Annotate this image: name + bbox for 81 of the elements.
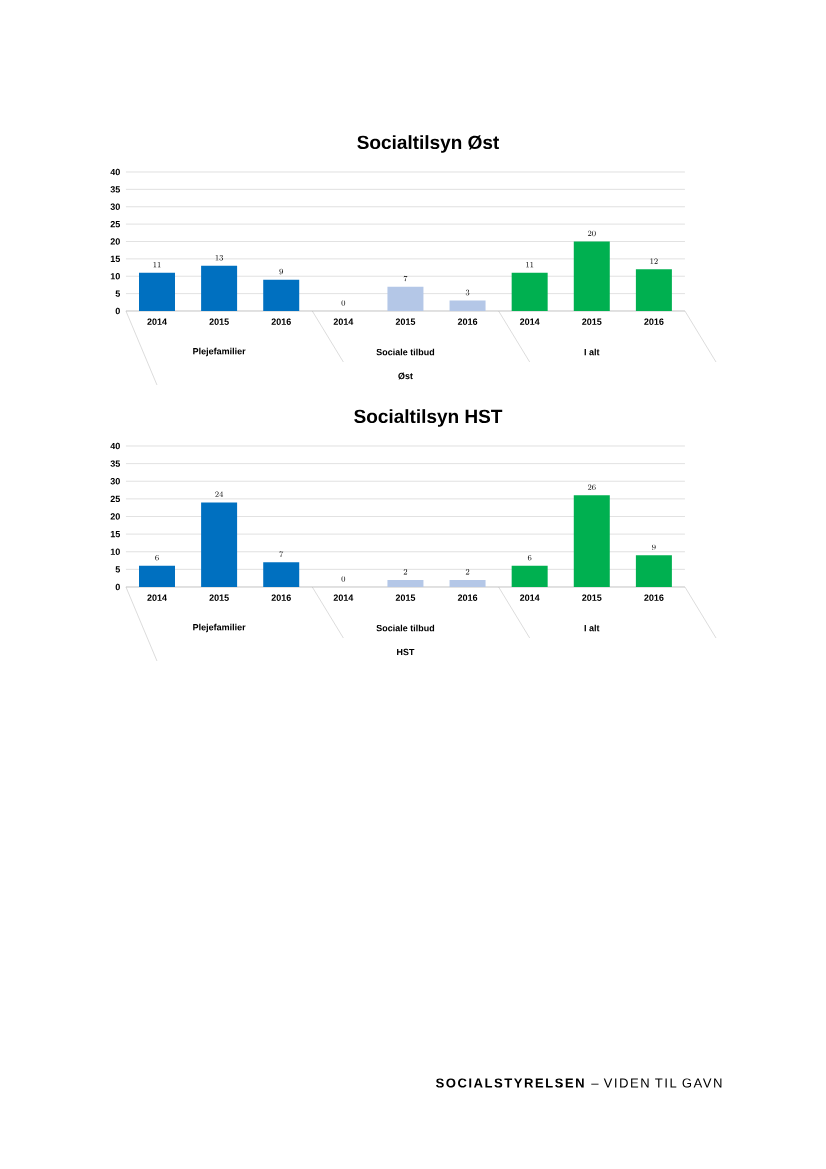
y-tick-label: 10 — [110, 273, 120, 280]
bar — [635, 555, 672, 587]
data-label: 20 — [587, 230, 596, 237]
x-tick-label: 2016 — [271, 594, 291, 601]
data-label: 7 — [403, 275, 408, 282]
y-tick-label: 5 — [115, 290, 121, 297]
y-tick-label: 35 — [110, 460, 121, 467]
x-tick-label: 2015 — [209, 594, 229, 601]
text: Plejefamilier — [193, 623, 246, 633]
text: I alt — [584, 348, 600, 356]
x-tick-label: 2015 — [395, 318, 416, 325]
x-tick-label: 2015 — [582, 594, 602, 601]
data-label: 26 — [587, 484, 596, 490]
bar — [511, 565, 548, 587]
x-tick-label: 2014 — [333, 594, 354, 601]
bar — [263, 562, 300, 587]
x-tick-label: 2014 — [333, 318, 354, 325]
data-label: 6 — [527, 554, 532, 561]
data-label: 2 — [465, 569, 470, 575]
data-label: 12 — [650, 258, 658, 264]
x-axis-title: Øst — [398, 372, 413, 380]
x-tick-label: 2016 — [457, 594, 478, 601]
y-tick-label: 0 — [115, 583, 120, 591]
bar — [387, 579, 424, 587]
x-tick-label: 2015 — [395, 594, 416, 601]
y-tick-label: 15 — [110, 530, 121, 538]
x-tick-label: 2016 — [644, 594, 664, 601]
bar — [201, 265, 238, 311]
bar — [573, 495, 610, 587]
x-tick-label: 2014 — [147, 318, 167, 325]
data-label: 24 — [215, 491, 224, 497]
data-label: 11 — [153, 261, 161, 268]
data-label: 11 — [526, 261, 534, 268]
y-tick-label: 35 — [110, 186, 121, 193]
x-tick-label: 2014 — [519, 318, 540, 325]
y-tick-label: 25 — [110, 495, 121, 503]
chart-title: Socialtilsyn HST — [354, 409, 503, 427]
x-tick-label: 2016 — [457, 318, 478, 325]
bar — [139, 272, 175, 311]
text: Plejefamilier — [193, 347, 246, 357]
y-tick-label: 20 — [110, 513, 120, 520]
x-tick-label: 2014 — [147, 594, 167, 601]
data-label: 9 — [652, 544, 656, 550]
bar — [511, 272, 548, 311]
bar — [449, 579, 486, 587]
data-label: 13 — [215, 254, 223, 261]
bar — [573, 241, 610, 311]
chart-title: Socialtilsyn Øst — [357, 135, 500, 153]
text: Sociale tilbud — [376, 624, 435, 632]
bar — [449, 300, 486, 311]
x-tick-label: 2015 — [209, 318, 229, 325]
bar — [263, 279, 300, 311]
y-tick-label: 5 — [115, 566, 121, 573]
y-tick-label: 25 — [110, 220, 121, 228]
data-label: 0 — [341, 300, 346, 306]
bar — [387, 286, 424, 311]
y-tick-label: 15 — [110, 255, 121, 263]
data-label: 3 — [465, 289, 470, 296]
y-tick-label: 30 — [110, 478, 120, 485]
text: Sociale tilbud — [376, 348, 435, 356]
x-axis-title: HST — [397, 648, 415, 656]
y-tick-label: 40 — [110, 168, 120, 176]
y-tick-label: 40 — [110, 442, 120, 450]
bar — [201, 502, 238, 587]
text: SOCIALSTYRELSEN – VIDEN TIL GAVN — [435, 1078, 722, 1088]
data-label: 2 — [403, 569, 408, 575]
y-tick-label: 20 — [110, 238, 120, 245]
text: I alt — [584, 624, 600, 632]
x-tick-label: 2016 — [644, 318, 664, 325]
y-tick-label: 10 — [110, 548, 120, 555]
y-tick-label: 30 — [110, 203, 120, 210]
data-label: 0 — [341, 576, 346, 582]
x-tick-label: 2014 — [519, 594, 540, 601]
x-tick-label: 2016 — [271, 318, 291, 325]
x-tick-label: 2015 — [582, 318, 602, 325]
data-label: 6 — [155, 554, 159, 561]
data-label: 9 — [279, 268, 283, 275]
data-label: 7 — [279, 551, 284, 557]
bar — [635, 269, 672, 311]
y-tick-label: 0 — [115, 307, 120, 315]
bar — [139, 565, 175, 587]
